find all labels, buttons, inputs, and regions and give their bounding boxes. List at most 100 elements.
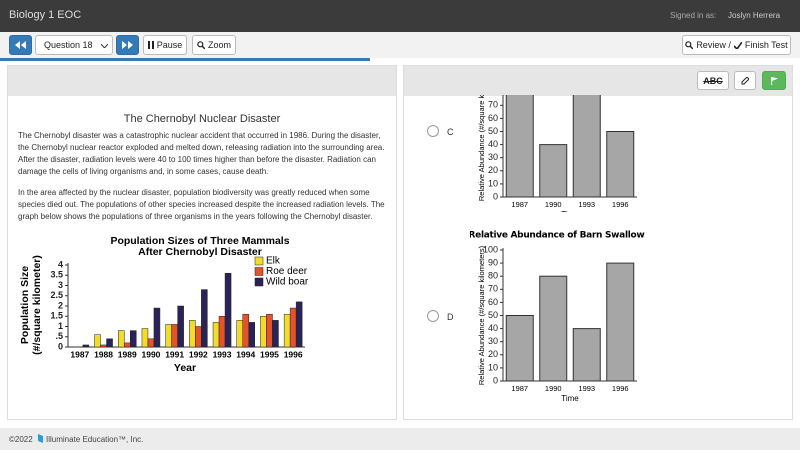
copyright: ©2022	[9, 435, 33, 444]
y-axis-label: (#/square kilometer)	[31, 255, 43, 355]
y-axis-label: Relative Abundance (#/square kilometers)	[477, 245, 486, 385]
x-tick-label: 1987	[70, 349, 89, 359]
legend-label: Wild boar	[266, 277, 309, 288]
y-tick-label: 20	[488, 349, 498, 359]
progress-bar	[0, 58, 370, 61]
zoom-button[interactable]: Zoom	[192, 35, 236, 55]
bar	[606, 262, 635, 382]
bar	[572, 95, 601, 198]
question-select[interactable]: Question 18	[35, 35, 113, 55]
y-tick-label: 10	[488, 178, 498, 188]
x-tick-label: 1996	[612, 200, 629, 209]
pause-button[interactable]: Pause	[143, 35, 187, 55]
y-tick-label: .5	[55, 331, 63, 341]
footer: ©2022 Illuminate Education™, Inc.	[0, 428, 800, 450]
y-tick-label: 100	[483, 244, 498, 254]
header: Biology 1 EOC Signed in as: Joslyn Herre…	[0, 0, 800, 32]
y-tick-label: 70	[488, 284, 498, 294]
radio-button[interactable]	[427, 125, 439, 137]
x-tick-label: 1991	[165, 349, 184, 359]
x-tick-label: 1996	[612, 384, 629, 393]
chart-title: Relative Abundance of Barn Swallows	[470, 231, 645, 241]
bar	[572, 328, 601, 382]
bar	[189, 320, 196, 348]
user-name: Joslyn Herrera	[728, 11, 781, 20]
legend-label: Roe deer	[266, 266, 308, 277]
x-tick-label: 1988	[94, 349, 113, 359]
y-tick-label: 1	[58, 321, 63, 331]
finish-label: Finish Test	[744, 40, 788, 50]
icon	[685, 41, 694, 49]
bar	[283, 313, 291, 348]
toolbar: Question 18 Pause Zoom Review / Finish Te…	[0, 32, 800, 58]
zoom-label: Zoom	[207, 40, 231, 50]
bar	[141, 328, 149, 348]
x-tick-label: 1987	[511, 200, 528, 209]
bar	[218, 316, 226, 348]
bar	[165, 324, 172, 348]
bar	[94, 334, 101, 348]
x-tick-label: 1993	[578, 384, 595, 393]
y-tick-label: 70	[488, 100, 498, 110]
y-tick-label: 1.5	[50, 311, 63, 321]
legend-label: Elk	[266, 256, 281, 267]
bar	[505, 315, 534, 382]
icon	[197, 41, 205, 49]
passage-panel: The Chernobyl Nuclear Disaster The Chern…	[7, 65, 397, 420]
radio-button[interactable]	[427, 310, 439, 322]
x-tick-label: 1992	[189, 349, 208, 359]
x-tick-label: 1993	[213, 349, 232, 359]
x-tick-label: 1993	[578, 200, 595, 209]
bar	[224, 272, 232, 348]
y-tick-label: 60	[488, 113, 498, 123]
x-tick-label: 1987	[511, 384, 528, 393]
strike-tool[interactable]: ABC	[697, 71, 729, 90]
option-letter: C	[447, 127, 454, 137]
y-axis-label: Relative Abundance (#/square kilometers)	[477, 95, 486, 201]
y-tick-label: 0	[493, 375, 498, 385]
x-axis-label: Time	[561, 210, 579, 212]
bar	[195, 326, 202, 348]
passage-text: The Chernobyl disaster was a catastrophi…	[18, 130, 388, 232]
y-tick-label: 3	[58, 280, 63, 290]
bar	[106, 338, 113, 348]
icon	[122, 41, 133, 49]
y-tick-label: 40	[488, 139, 498, 149]
bar	[289, 307, 297, 348]
y-tick-label: 30	[488, 336, 498, 346]
y-tick-label: 30	[488, 152, 498, 162]
y-tick-label: 0	[493, 191, 498, 201]
y-tick-label: 60	[488, 297, 498, 307]
flag-tool[interactable]	[762, 71, 786, 90]
x-tick-label: 1989	[118, 349, 137, 359]
bar	[201, 289, 208, 348]
bar	[260, 316, 267, 348]
bar	[130, 330, 137, 348]
bar	[539, 144, 568, 198]
y-tick-label: 90	[488, 257, 498, 267]
highlight-tool[interactable]	[734, 71, 756, 90]
review-label: Review /	[696, 40, 731, 50]
bar	[236, 320, 243, 348]
bar	[153, 307, 161, 348]
icon	[741, 76, 749, 84]
previous-button[interactable]	[9, 35, 32, 55]
panel-header	[8, 66, 396, 96]
y-tick-label: 3.5	[50, 270, 63, 280]
legend-swatch	[254, 256, 264, 266]
y-tick-label: 2.5	[50, 290, 63, 300]
review-finish-button[interactable]: Review / Finish Test	[682, 35, 791, 55]
icon	[770, 76, 778, 85]
icon	[147, 41, 154, 49]
x-tick-label: 1996	[284, 349, 303, 359]
next-button[interactable]	[116, 35, 139, 55]
x-axis-label: Year	[174, 362, 196, 374]
x-tick-label: 1990	[545, 384, 562, 393]
chart-title: Population Sizes of Three Mammals	[110, 235, 289, 247]
y-tick-label: 80	[488, 271, 498, 281]
bar	[272, 320, 279, 348]
y-tick-label: 50	[488, 310, 498, 320]
question-label: Question 18	[44, 40, 93, 50]
